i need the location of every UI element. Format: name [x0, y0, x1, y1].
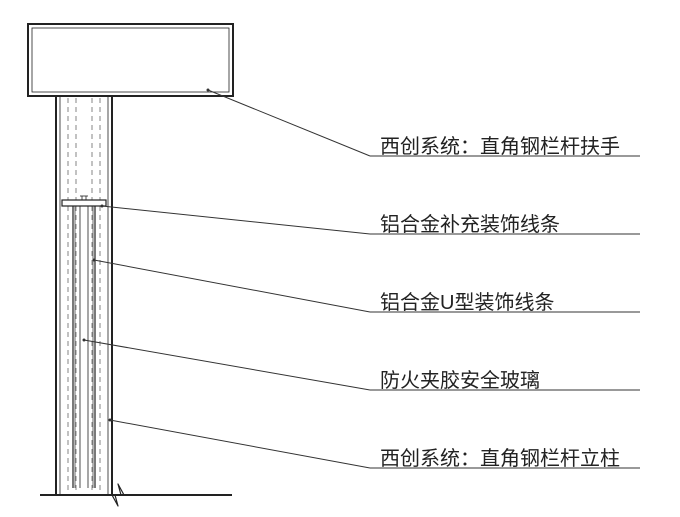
callout-u-channel: 铝合金U型装饰线条 [380, 286, 554, 315]
callout-post: 西创系统：直角钢栏杆立柱 [380, 442, 620, 471]
callout-glass: 防火夹胶安全玻璃 [380, 364, 540, 393]
technical-drawing [0, 0, 680, 517]
callout-trim-strip: 铝合金补充装饰线条 [380, 208, 560, 237]
callout-handrail: 西创系统：直角钢栏杆扶手 [380, 130, 620, 159]
